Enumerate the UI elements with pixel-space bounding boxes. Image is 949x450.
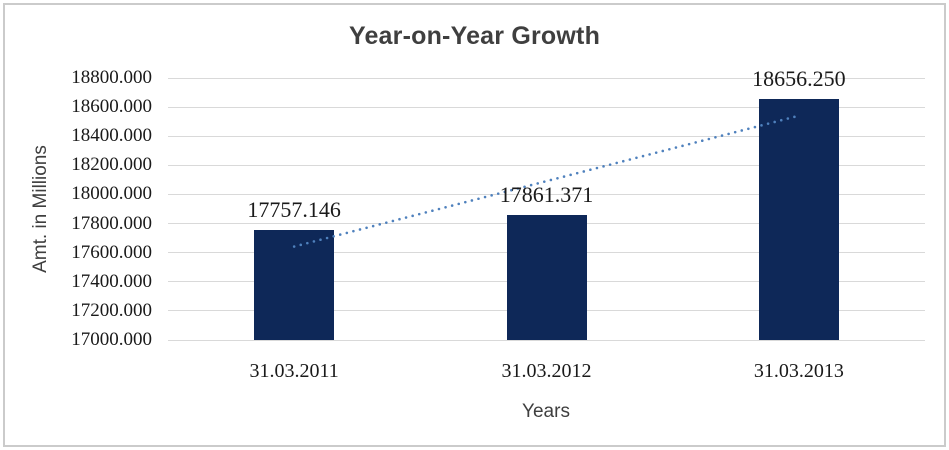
category-label: 31.03.2013: [753, 360, 844, 382]
y-tick-label: 18600.000: [71, 96, 152, 118]
y-tick-label: 17600.000: [71, 241, 152, 263]
x-axis-title: Years: [522, 401, 570, 422]
y-tick-label: 17800.000: [71, 212, 152, 234]
y-tick-label: 18000.000: [71, 183, 152, 205]
y-tick-label: 17200.000: [71, 299, 152, 321]
gridline: [168, 77, 925, 79]
bar-data-label: 17861.371: [499, 181, 594, 207]
category-label: 31.03.2011: [249, 360, 339, 382]
y-tick-label: 17400.000: [71, 270, 152, 292]
y-tick-label: 18200.000: [71, 154, 152, 176]
chart-title: Year-on-Year Growth: [348, 22, 601, 50]
bar: [506, 214, 587, 340]
gridline: [168, 339, 925, 341]
gridline: [168, 106, 925, 108]
bar: [758, 98, 839, 340]
category-label: 31.03.2012: [501, 360, 592, 382]
y-tick-label: 17000.000: [71, 329, 152, 350]
y-tick-label: 18400.000: [71, 125, 152, 147]
bar-data-label: 18656.250: [752, 65, 846, 91]
bar: [254, 229, 335, 340]
y-tick-label: 18800.000: [71, 67, 152, 88]
bar-data-label: 17757.146: [247, 196, 341, 222]
